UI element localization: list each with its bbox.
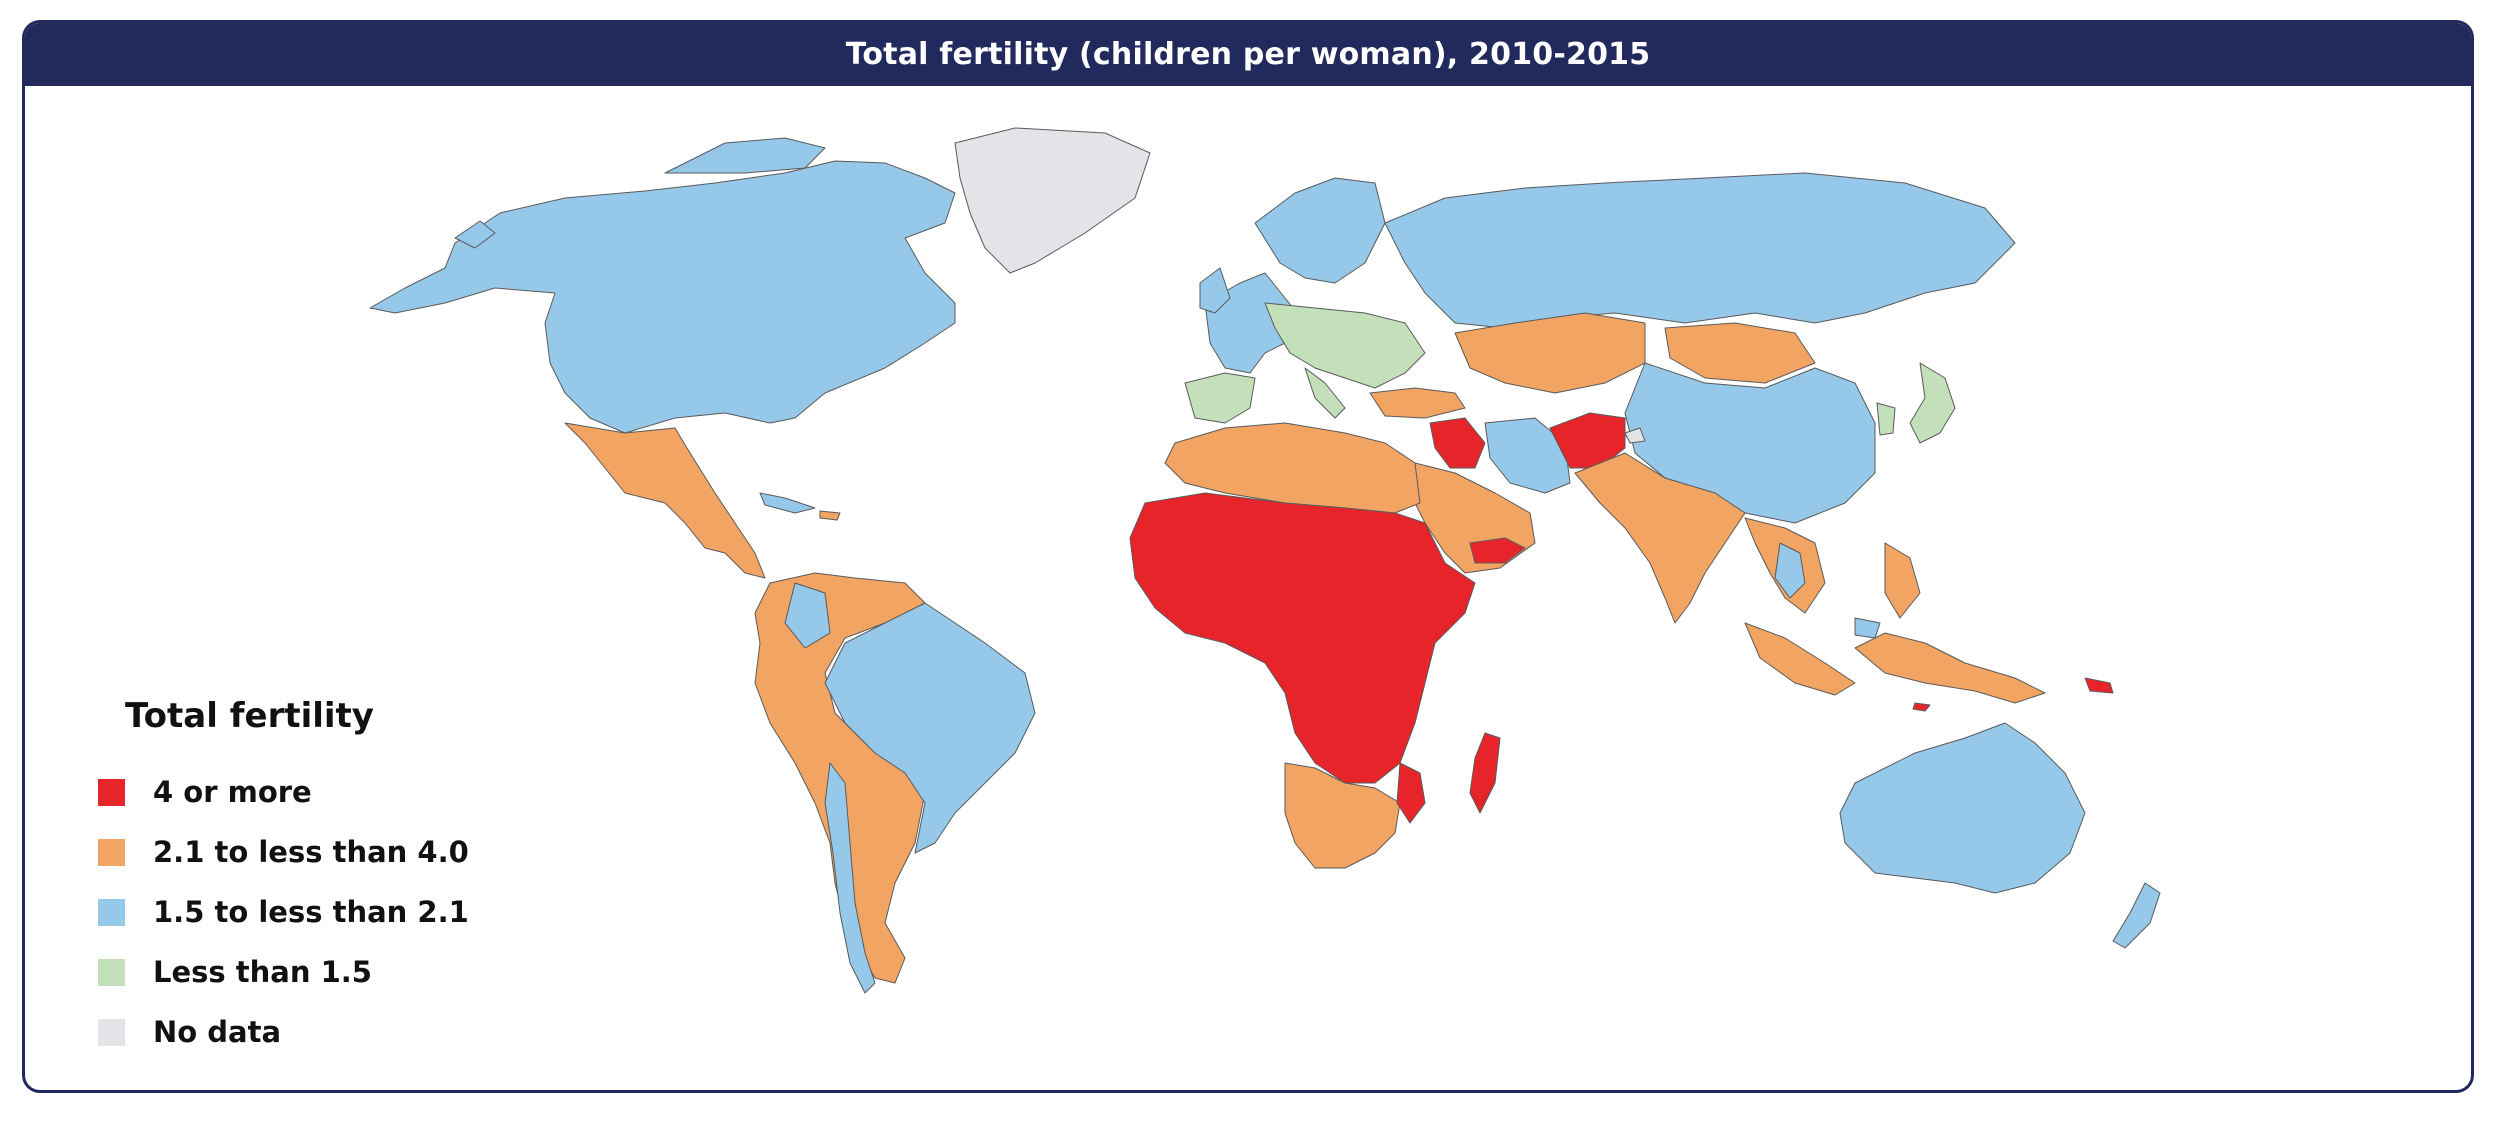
- region-caribbean: [759, 492, 816, 514]
- world-map: [369, 127, 2161, 994]
- region-southern-africa: [1284, 762, 1401, 869]
- region-timor: [1912, 702, 1931, 712]
- title-bar: Total fertility (children per woman), 20…: [25, 23, 2471, 86]
- legend-title: Total fertility: [125, 696, 374, 736]
- legend-label: Less than 1.5: [153, 955, 372, 989]
- region-indonesia-east: [1854, 632, 2046, 704]
- region-north-america: [369, 160, 956, 434]
- legend-swatch-very-low: [98, 958, 125, 986]
- legend-item-no-data: No data: [98, 1002, 469, 1062]
- legend-swatch-no-data: [98, 1018, 125, 1046]
- region-iraq: [1429, 417, 1486, 469]
- legend-label: 4 or more: [153, 775, 312, 809]
- region-malaysia: [1854, 617, 1881, 639]
- legend-swatch-high: [98, 778, 125, 806]
- region-afghanistan: [1549, 412, 1626, 469]
- region-papua: [2084, 677, 2114, 694]
- legend-label: 1.5 to less than 2.1: [153, 895, 469, 929]
- legend-swatch-medium: [98, 838, 125, 866]
- legend-item-very-low: Less than 1.5: [98, 942, 469, 1002]
- region-italy: [1304, 367, 1346, 419]
- region-scandinavia: [1254, 177, 1386, 284]
- region-russia: [1384, 172, 2016, 329]
- region-mozambique: [1396, 762, 1426, 824]
- region-chile: [824, 762, 876, 994]
- region-korea: [1876, 402, 1896, 436]
- region-south-asia: [1574, 452, 1746, 624]
- region-japan: [1909, 362, 1956, 444]
- legend-label: No data: [153, 1015, 282, 1049]
- legend-item-high: 4 or more: [98, 762, 469, 822]
- region-philippines: [1884, 542, 1921, 619]
- legend-label: 2.1 to less than 4.0: [153, 835, 469, 869]
- legend-item-medium: 2.1 to less than 4.0: [98, 822, 469, 882]
- map-title: Total fertility (children per woman), 20…: [845, 37, 1651, 72]
- region-iberia: [1184, 372, 1256, 424]
- region-madagascar: [1469, 732, 1501, 814]
- region-canadian-islands: [664, 137, 826, 174]
- region-alaska-islands: [454, 220, 496, 249]
- region-australia: [1839, 722, 2086, 894]
- region-new-zealand: [2112, 882, 2161, 949]
- region-north-africa: [1164, 422, 1421, 514]
- region-kazakhstan-central-asia: [1454, 312, 1646, 394]
- region-brazil: [824, 602, 1036, 854]
- region-yemen: [1469, 537, 1526, 564]
- region-china: [1624, 362, 1876, 524]
- region-greenland: [954, 127, 1151, 274]
- legend: Total fertility 4 or more 2.1 to less th…: [98, 696, 469, 1062]
- region-iran: [1484, 417, 1571, 494]
- region-haiti: [819, 510, 841, 521]
- region-western-sahara-gap: [1624, 427, 1646, 444]
- region-sahel-central-africa: [1129, 492, 1476, 784]
- region-central-europe: [1264, 302, 1426, 389]
- region-mongolia: [1664, 322, 1816, 384]
- legend-item-low: 1.5 to less than 2.1: [98, 882, 469, 942]
- legend-swatch-low: [98, 898, 125, 926]
- region-indonesia-west: [1744, 622, 1856, 696]
- region-colombia: [784, 582, 831, 649]
- region-uk: [1199, 267, 1231, 314]
- region-turkey: [1369, 387, 1466, 419]
- region-mexico-central-america: [564, 422, 766, 579]
- region-thailand: [1774, 542, 1806, 599]
- map-frame: Total fertility (children per woman), 20…: [22, 20, 2474, 1093]
